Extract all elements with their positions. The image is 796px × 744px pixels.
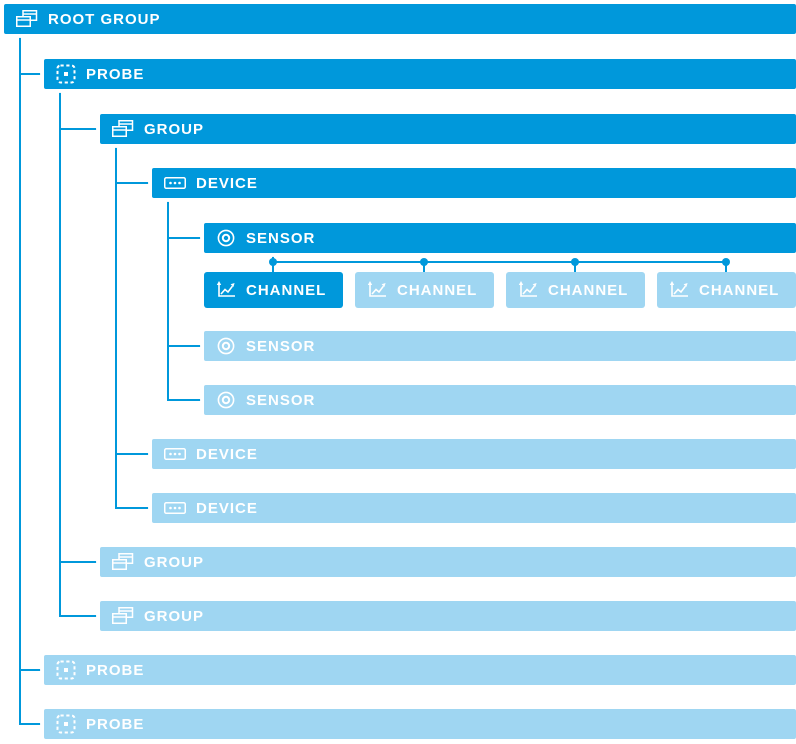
device-icon [164, 500, 186, 516]
node-group-1: GROUP [100, 114, 796, 144]
connector-line [167, 399, 204, 401]
node-sensor-3: SENSOR [204, 385, 796, 415]
node-label: SENSOR [246, 391, 316, 409]
node-label: CHANNEL [246, 281, 327, 299]
connector-dot [16, 30, 24, 38]
node-channel-1: CHANNEL [204, 272, 343, 308]
node-label: GROUP [144, 553, 205, 571]
node-channel-3: CHANNEL [506, 272, 645, 308]
device-icon [164, 446, 186, 462]
node-label: GROUP [144, 607, 205, 625]
sensor-icon [216, 336, 236, 356]
node-label: GROUP [144, 120, 205, 138]
connector-line [115, 144, 117, 508]
node-label: SENSOR [246, 229, 316, 247]
sensor-icon [216, 228, 236, 248]
probe-icon [56, 660, 76, 680]
node-probe-2: PROBE [44, 655, 796, 685]
node-label: SENSOR [246, 337, 316, 355]
group-icon [16, 10, 38, 28]
connector-line [167, 237, 204, 239]
channel-icon [669, 281, 689, 299]
node-group-2: GROUP [100, 547, 796, 577]
node-root-group: ROOT GROUP [4, 4, 796, 34]
connector-dot [56, 85, 64, 93]
connector-line [115, 182, 152, 184]
connector-dot [269, 258, 277, 266]
node-label: DEVICE [196, 445, 258, 463]
node-device-1: DEVICE [152, 168, 796, 198]
connector-dot [420, 258, 428, 266]
node-label: CHANNEL [699, 281, 780, 299]
group-icon [112, 120, 134, 138]
node-channel-2: CHANNEL [355, 272, 494, 308]
node-label: ROOT GROUP [48, 10, 161, 28]
connector-line [19, 669, 44, 671]
group-icon [112, 553, 134, 571]
node-label: CHANNEL [548, 281, 629, 299]
connector-line [59, 561, 100, 563]
connector-line [19, 34, 21, 724]
sensor-icon [216, 390, 236, 410]
channel-icon [216, 281, 236, 299]
connector-line [115, 507, 152, 509]
connector-line [574, 261, 576, 272]
connector-dot [112, 140, 120, 148]
connector-dot [571, 258, 579, 266]
node-probe-1: PROBE [44, 59, 796, 89]
channel-icon [367, 281, 387, 299]
node-label: CHANNEL [397, 281, 478, 299]
node-device-2: DEVICE [152, 439, 796, 469]
probe-icon [56, 64, 76, 84]
node-channel-4: CHANNEL [657, 272, 796, 308]
connector-line [19, 73, 44, 75]
node-label: PROBE [86, 715, 145, 733]
node-label: PROBE [86, 661, 145, 679]
connector-line [115, 453, 152, 455]
device-icon [164, 175, 186, 191]
node-label: DEVICE [196, 174, 258, 192]
connector-dot [164, 194, 172, 202]
node-sensor-2: SENSOR [204, 331, 796, 361]
connector-line [167, 345, 204, 347]
connector-line [59, 89, 61, 616]
node-label: DEVICE [196, 499, 258, 517]
connector-line [725, 261, 727, 272]
probe-icon [56, 714, 76, 734]
connector-line [423, 261, 425, 272]
connector-line [19, 723, 44, 725]
node-probe-3: PROBE [44, 709, 796, 739]
node-label: PROBE [86, 65, 145, 83]
connector-line [167, 198, 169, 400]
group-icon [112, 607, 134, 625]
connector-line [272, 261, 727, 263]
connector-dot [269, 249, 277, 257]
node-device-3: DEVICE [152, 493, 796, 523]
channel-icon [518, 281, 538, 299]
node-sensor-1: SENSOR [204, 223, 796, 253]
node-group-3: GROUP [100, 601, 796, 631]
connector-dot [722, 258, 730, 266]
connector-line [59, 615, 100, 617]
connector-line [59, 128, 100, 130]
